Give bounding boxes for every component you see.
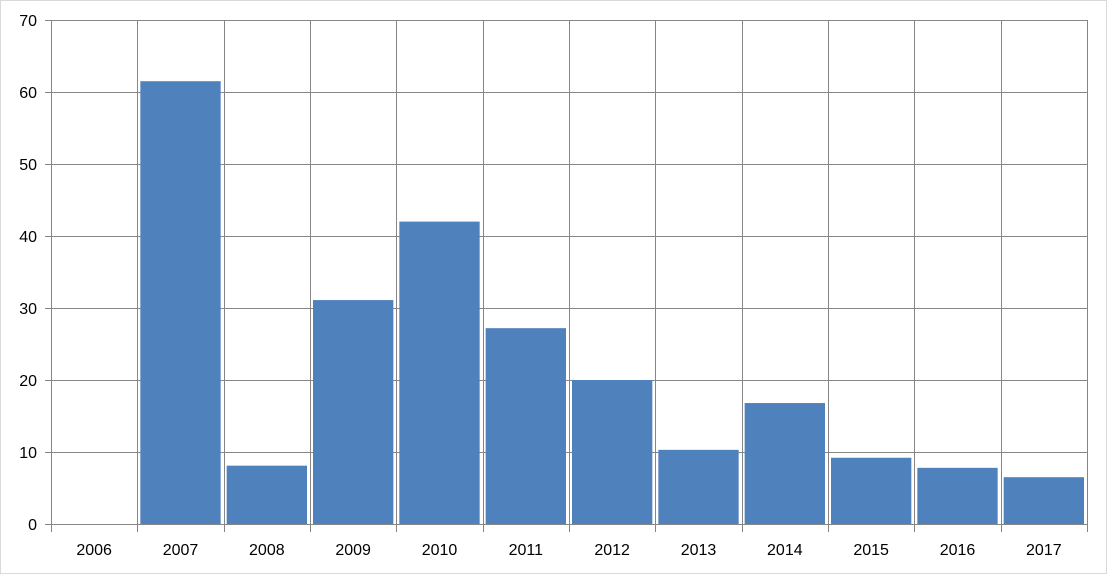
y-axis-tick-labels: 0 10 20 30 40 50 60 70 [19,13,37,534]
x-tick-label: 2011 [509,542,544,559]
y-tick-label: 30 [19,301,37,318]
bar-2010 [399,221,480,524]
bar-2012 [572,380,653,524]
x-tick-label: 2012 [594,542,630,559]
x-axis-tick-labels: 2006 2007 2008 2009 2010 2011 2012 2013 2014 2015… [76,542,1061,559]
bar-2011 [485,328,566,524]
bar-2008 [226,465,307,524]
x-tick-label: 2006 [76,542,112,559]
x-tick-label: 2014 [767,542,803,559]
bar-2013 [658,449,739,524]
y-tick-label: 20 [19,373,37,390]
bar-2009 [313,300,394,524]
bars [140,81,1084,524]
bar-2007 [140,81,221,524]
bar-2017 [1003,477,1084,524]
x-tick-label: 2009 [335,542,371,559]
gridlines [45,20,1088,532]
bar-2015 [831,457,912,524]
x-tick-label: 2007 [163,542,199,559]
bar-2014 [744,403,825,524]
x-tick-label: 2016 [940,542,976,559]
x-tick-label: 2017 [1026,542,1062,559]
x-tick-label: 2010 [422,542,458,559]
y-tick-label: 10 [19,445,37,462]
y-tick-label: 70 [19,13,37,30]
y-tick-label: 50 [19,157,37,174]
bar-2016 [917,467,998,524]
y-tick-label: 40 [19,229,37,246]
y-tick-label: 0 [28,517,37,534]
y-tick-label: 60 [19,85,37,102]
x-tick-label: 2008 [249,542,285,559]
x-tick-label: 2013 [681,542,717,559]
x-tick-label: 2015 [853,542,889,559]
